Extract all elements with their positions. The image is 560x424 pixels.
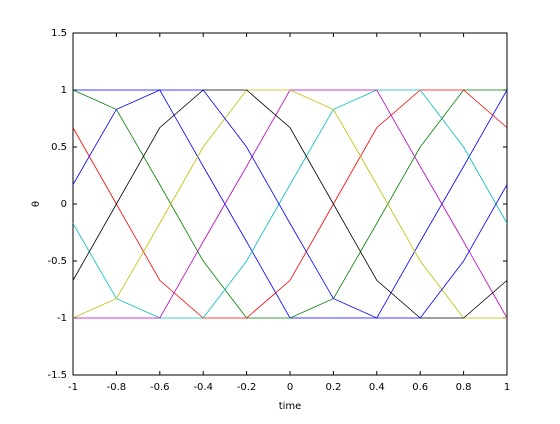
x-tick-label: 0.4 [369,382,385,393]
series-line [72,89,507,319]
x-tick-label: -0.2 [237,382,257,393]
y-tick-label: 1.5 [51,28,67,39]
y-tick-label: -0.5 [47,256,67,267]
series-line [72,89,508,319]
y-tick-label: 1 [61,85,67,96]
x-tick-label: -0.8 [107,382,127,393]
y-axis-label: θ [31,201,42,207]
x-tick-label: -0.6 [150,382,170,393]
x-tick-label: 0.6 [412,382,428,393]
y-tick-label: 0.5 [51,142,67,153]
x-tick-label: 1 [504,382,510,393]
y-tick-label: -1 [57,313,67,324]
series-line [72,89,508,319]
x-tick-label: -0.4 [193,382,213,393]
x-axis-label: time [279,401,302,412]
series-line [72,89,508,319]
series-line [72,89,508,319]
x-tick-label: 0.8 [456,382,472,393]
y-tick-label: 0 [61,199,67,210]
x-tick-label: 0.2 [325,382,341,393]
x-tick-label: -1 [68,382,78,393]
y-tick-label: -1.5 [47,370,67,381]
x-tick-label: 0 [287,382,293,393]
series-line [72,89,507,319]
